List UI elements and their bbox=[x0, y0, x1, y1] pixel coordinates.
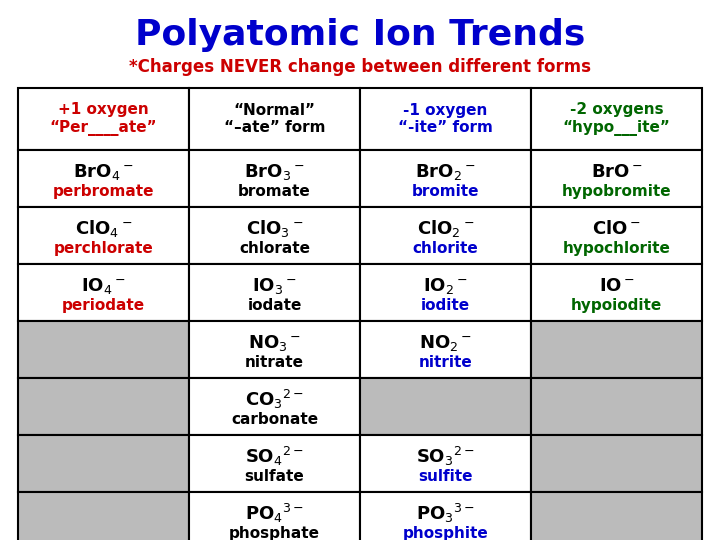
Bar bbox=[18, 150, 189, 207]
Bar bbox=[360, 88, 531, 150]
Bar bbox=[360, 321, 531, 378]
Text: NO$_2$$^-$: NO$_2$$^-$ bbox=[419, 333, 472, 353]
Text: IO$_2$$^-$: IO$_2$$^-$ bbox=[423, 275, 468, 296]
Text: bromite: bromite bbox=[412, 184, 480, 199]
Bar bbox=[531, 264, 702, 321]
Bar bbox=[360, 264, 531, 321]
Text: Polyatomic Ion Trends: Polyatomic Ion Trends bbox=[135, 18, 585, 52]
Text: ClO$_3$$^-$: ClO$_3$$^-$ bbox=[246, 218, 303, 239]
Text: nitrate: nitrate bbox=[245, 355, 304, 369]
Text: BrO$_4$$^-$: BrO$_4$$^-$ bbox=[73, 161, 134, 181]
Text: iodite: iodite bbox=[421, 298, 470, 313]
Text: NO$_3$$^-$: NO$_3$$^-$ bbox=[248, 333, 301, 353]
Bar bbox=[18, 492, 189, 540]
Text: -2 oxygens
“hypo___ite”: -2 oxygens “hypo___ite” bbox=[562, 102, 670, 136]
Text: +1 oxygen
“Per____ate”: +1 oxygen “Per____ate” bbox=[50, 102, 157, 136]
Text: periodate: periodate bbox=[62, 298, 145, 313]
Text: BrO$^-$: BrO$^-$ bbox=[590, 163, 642, 181]
Bar bbox=[189, 435, 360, 492]
Bar bbox=[531, 378, 702, 435]
Text: PO$_4$$^{3-}$: PO$_4$$^{3-}$ bbox=[245, 502, 304, 525]
Bar bbox=[531, 207, 702, 264]
Bar bbox=[189, 321, 360, 378]
Bar bbox=[531, 150, 702, 207]
Text: bromate: bromate bbox=[238, 184, 311, 199]
Text: hypochlorite: hypochlorite bbox=[562, 240, 670, 255]
Text: ClO$_2$$^-$: ClO$_2$$^-$ bbox=[417, 218, 474, 239]
Text: nitrite: nitrite bbox=[418, 355, 472, 369]
Bar bbox=[531, 321, 702, 378]
Text: perbromate: perbromate bbox=[53, 184, 154, 199]
Text: hypoiodite: hypoiodite bbox=[571, 298, 662, 313]
Text: sulfite: sulfite bbox=[418, 469, 473, 483]
Text: iodate: iodate bbox=[247, 298, 302, 313]
Bar bbox=[360, 150, 531, 207]
Bar bbox=[18, 207, 189, 264]
Text: ClO$^-$: ClO$^-$ bbox=[593, 220, 641, 238]
Text: -1 oxygen
“-ite” form: -1 oxygen “-ite” form bbox=[398, 103, 493, 135]
Text: PO$_3$$^{3-}$: PO$_3$$^{3-}$ bbox=[416, 502, 475, 525]
Text: SO$_3$$^{2-}$: SO$_3$$^{2-}$ bbox=[416, 445, 475, 468]
Bar bbox=[18, 264, 189, 321]
Text: sulfate: sulfate bbox=[245, 469, 305, 483]
Text: phosphite: phosphite bbox=[402, 525, 488, 540]
Bar bbox=[189, 207, 360, 264]
Bar bbox=[189, 264, 360, 321]
Bar bbox=[531, 492, 702, 540]
Bar bbox=[18, 378, 189, 435]
Text: BrO$_3$$^-$: BrO$_3$$^-$ bbox=[244, 161, 305, 181]
Bar bbox=[360, 492, 531, 540]
Text: *Charges NEVER change between different forms: *Charges NEVER change between different … bbox=[129, 58, 591, 76]
Bar bbox=[189, 150, 360, 207]
Text: ClO$_4$$^-$: ClO$_4$$^-$ bbox=[75, 218, 132, 239]
Bar bbox=[360, 207, 531, 264]
Text: SO$_4$$^{2-}$: SO$_4$$^{2-}$ bbox=[245, 445, 304, 468]
Bar bbox=[18, 321, 189, 378]
Bar bbox=[18, 88, 189, 150]
Text: IO$_3$$^-$: IO$_3$$^-$ bbox=[252, 275, 297, 296]
Text: hypobromite: hypobromite bbox=[562, 184, 671, 199]
Bar bbox=[360, 378, 531, 435]
Text: CO$_3$$^{2-}$: CO$_3$$^{2-}$ bbox=[245, 388, 304, 411]
Bar bbox=[189, 88, 360, 150]
Bar bbox=[189, 378, 360, 435]
Text: perchlorate: perchlorate bbox=[53, 240, 153, 255]
Text: carbonate: carbonate bbox=[231, 411, 318, 427]
Text: “Normal”
“–ate” form: “Normal” “–ate” form bbox=[224, 103, 325, 135]
Text: chlorite: chlorite bbox=[413, 240, 478, 255]
Bar bbox=[189, 492, 360, 540]
Bar bbox=[18, 435, 189, 492]
Bar bbox=[531, 88, 702, 150]
Text: IO$_4$$^-$: IO$_4$$^-$ bbox=[81, 275, 126, 296]
Bar bbox=[360, 435, 531, 492]
Text: IO$^-$: IO$^-$ bbox=[598, 276, 634, 295]
Text: phosphate: phosphate bbox=[229, 525, 320, 540]
Text: chlorate: chlorate bbox=[239, 240, 310, 255]
Text: BrO$_2$$^-$: BrO$_2$$^-$ bbox=[415, 161, 476, 181]
Bar bbox=[531, 435, 702, 492]
